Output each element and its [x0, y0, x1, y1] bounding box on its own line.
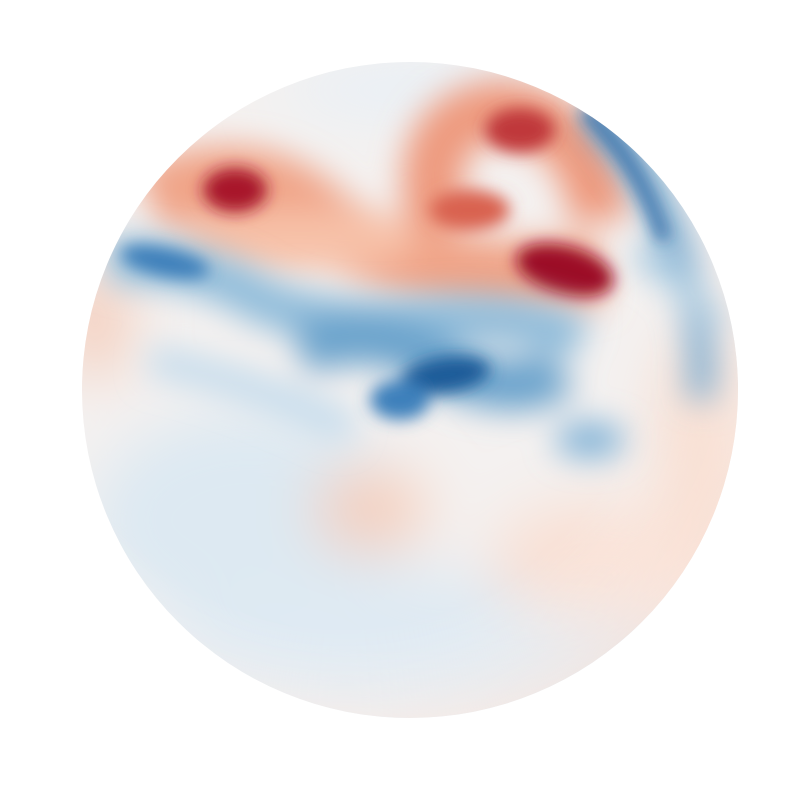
sphere-field — [82, 62, 738, 718]
